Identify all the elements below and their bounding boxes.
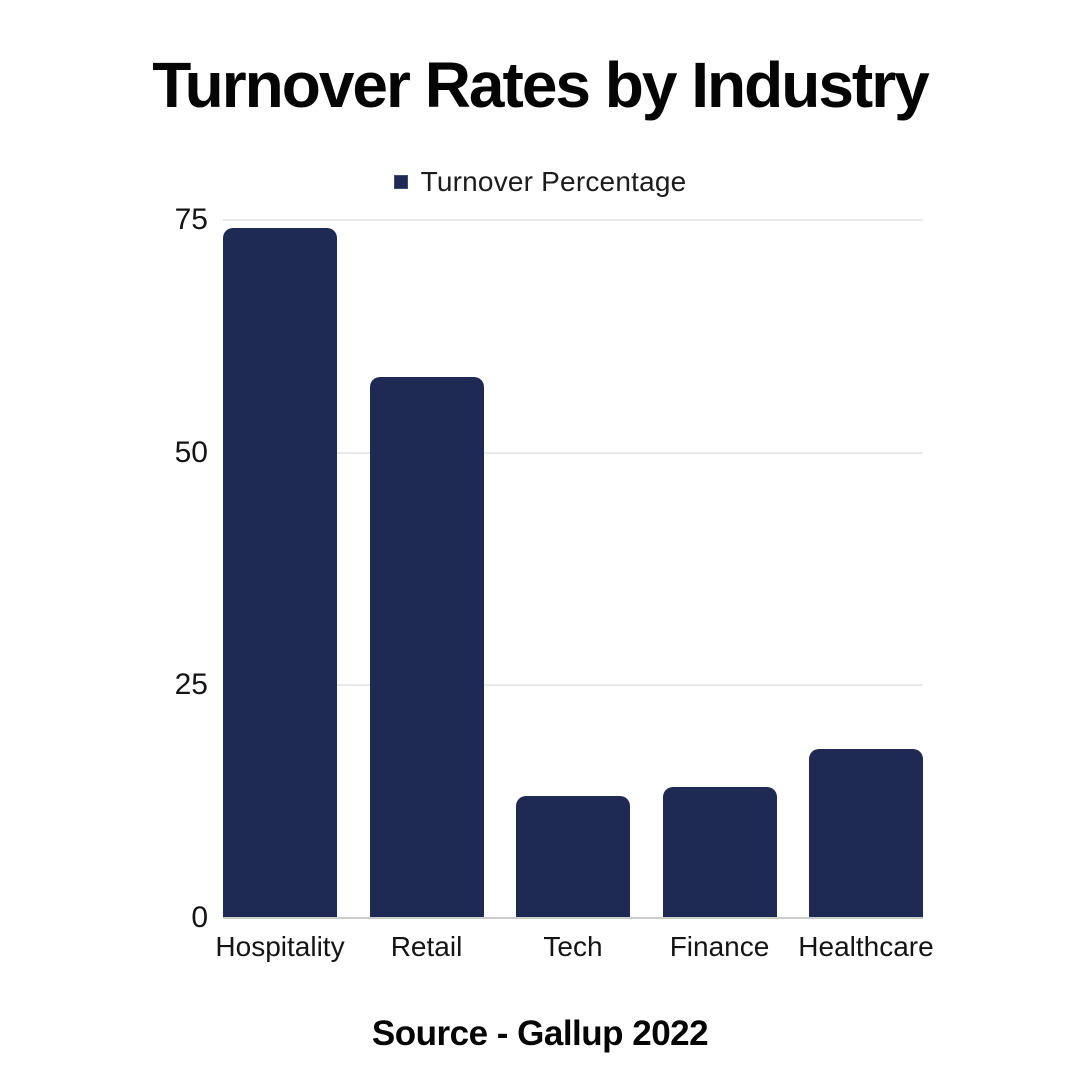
- gridline-y-50: [223, 451, 923, 454]
- bar-healthcare: [809, 749, 923, 917]
- plot-area: 0 25 50 75 Hospitality Retail Tech Finance Healt…: [175, 180, 934, 962]
- x-axis-label-finance: Finance: [669, 931, 770, 962]
- gridline-y-75: [223, 219, 923, 221]
- y-tick-label-25: 25: [174, 668, 208, 702]
- bar-hospitality: [223, 228, 337, 917]
- x-axis-label-healthcare: Healthcare: [798, 931, 934, 962]
- x-axis-label-tech: Tech: [543, 931, 603, 962]
- bar-tech: [516, 796, 630, 917]
- y-tick-label-50: 50: [174, 435, 208, 469]
- chart-title: Turnover Rates by Industry: [152, 49, 929, 121]
- y-tick-label-75: 75: [174, 203, 208, 236]
- gridline-y-25: [223, 684, 923, 687]
- gridline-y-0: [223, 917, 923, 919]
- legend-swatch-icon: [393, 175, 408, 189]
- bar-finance: [662, 786, 777, 917]
- x-axis-label-hospitality: Hospitality: [215, 931, 345, 962]
- bar-retail: [369, 377, 484, 917]
- y-tick-label-0: 0: [191, 901, 208, 934]
- source-note: Source - Gallup 2022: [371, 1014, 709, 1053]
- x-axis-label-retail: Retail: [390, 931, 463, 962]
- legend-label: Turnover Percentage: [420, 166, 687, 197]
- legend: Turnover Percentage: [0, 166, 1080, 198]
